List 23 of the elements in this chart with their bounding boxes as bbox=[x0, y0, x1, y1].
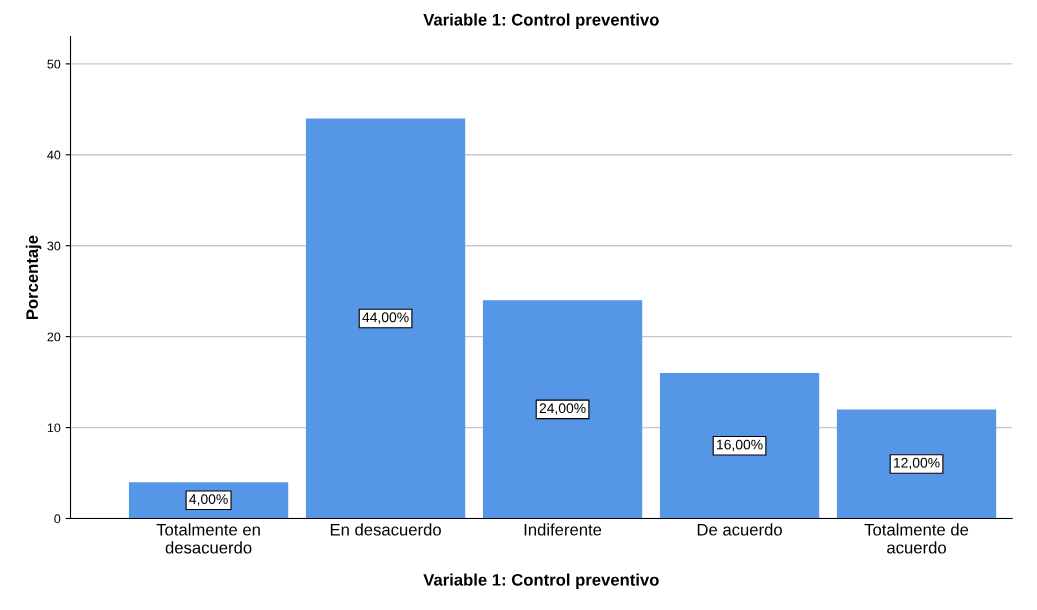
x-tick-label: Indiferente bbox=[524, 523, 602, 536]
y-tick-label: 50 bbox=[47, 59, 61, 69]
data-label: 24,00% bbox=[539, 403, 586, 415]
x-tick-label: En desacuerdo bbox=[330, 523, 441, 536]
x-tick-label: De acuerdo bbox=[697, 523, 782, 536]
data-label: 16,00% bbox=[717, 439, 763, 452]
bar bbox=[305, 118, 466, 519]
bar bbox=[482, 300, 643, 519]
x-tick-label: Totalmente en desacuerdo bbox=[156, 523, 260, 554]
y-tick-label: 30 bbox=[47, 241, 61, 251]
data-label: 4,00% bbox=[189, 494, 228, 506]
data-label: 44,00% bbox=[362, 312, 409, 324]
y-tick-label: 20 bbox=[47, 332, 61, 342]
y-axis-title: Porcentaje bbox=[25, 235, 42, 320]
x-axis-title: Variable 1: Control preventivo bbox=[423, 573, 659, 590]
y-tick-label: 10 bbox=[47, 423, 61, 433]
bar bbox=[659, 373, 820, 519]
y-tick-label: 40 bbox=[47, 150, 61, 160]
y-tick-label: 0 bbox=[54, 514, 61, 524]
bar bbox=[836, 409, 997, 519]
data-label: 12,00% bbox=[894, 457, 940, 470]
chart-title: Variable 1: Control preventivo bbox=[423, 13, 659, 29]
x-tick-label: Totalmente de acuerdo bbox=[864, 523, 969, 554]
